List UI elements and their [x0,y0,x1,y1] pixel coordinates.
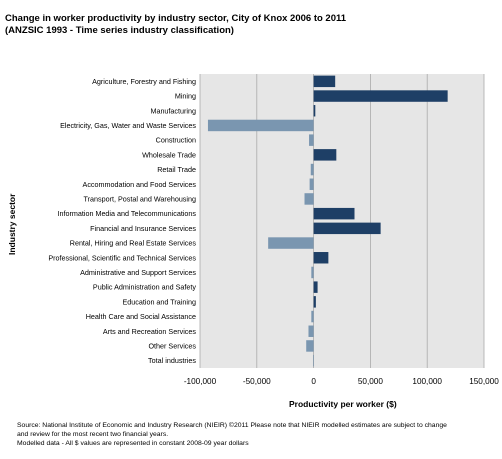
bar [313,354,314,367]
x-tick-label: 150,000 [469,377,499,386]
bar [311,266,314,279]
bar [313,75,336,88]
bar [311,310,314,323]
x-tick-label: 50,000 [358,377,383,386]
bar [304,193,314,205]
bar [313,222,381,235]
bar [313,105,316,117]
bar [313,252,329,264]
x-tick-label: 100,000 [412,377,442,386]
y-axis-label: Industry sector [7,193,17,255]
bar [309,178,314,190]
y-category-label: Other Services [148,341,196,350]
y-category-label: Education and Training [122,297,196,306]
x-tick-label: -100,000 [184,377,217,386]
y-category-label: Arts and Recreation Services [103,327,196,336]
y-category-label: Total industries [148,356,196,365]
bar [313,296,316,308]
y-category-label: Transport, Postal and Warehousing [83,194,196,203]
x-tick-label: 0 [311,377,316,386]
bar [313,149,337,161]
bar [306,340,314,352]
y-category-label: Health Care and Social Assistance [86,312,196,321]
y-category-label: Rental, Hiring and Real Estate Services [70,239,197,248]
chart-title-line-2: (ANZSIC 1993 - Time series industry clas… [5,25,234,36]
bar [207,119,314,132]
bar [309,134,314,146]
y-category-label: Wholesale Trade [142,150,196,159]
chart-title: Change in worker productivity by industr… [5,13,495,37]
source-note-line-3: Modelled data - All $ values are represe… [17,440,249,447]
x-axis-label: Productivity per worker ($) [289,399,397,409]
y-category-label: Construction [156,136,196,145]
y-category-label: Mining [175,92,196,101]
x-tick-label: -50,000 [243,377,271,386]
y-category-label: Accommodation and Food Services [83,180,197,189]
y-category-label: Public Administration and Safety [93,283,196,292]
plot-area [200,74,484,368]
chart-title-line-1: Change in worker productivity by industr… [5,13,347,24]
bar [268,237,314,249]
y-category-label: Administrative and Support Services [80,268,196,277]
y-category-label: Financial and Insurance Services [90,224,196,233]
bar [313,90,448,102]
y-category-label: Retail Trade [157,165,196,174]
bar [313,207,355,220]
source-note-line-1: Source: National Institute of Economic a… [17,422,447,429]
y-category-label: Agriculture, Forestry and Fishing [92,77,196,86]
bar [313,281,318,293]
y-category-label: Professional, Scientific and Technical S… [48,253,196,262]
y-category-label: Information Media and Telecommunications [58,209,197,218]
y-category-label: Manufacturing [150,106,196,115]
source-note-line-2: and review for the most recent two finan… [17,431,169,438]
bar [308,325,314,337]
source-note: Source: National Institute of Economic a… [17,421,497,448]
y-category-label: Electricity, Gas, Water and Waste Servic… [60,121,196,130]
bar [310,163,314,176]
